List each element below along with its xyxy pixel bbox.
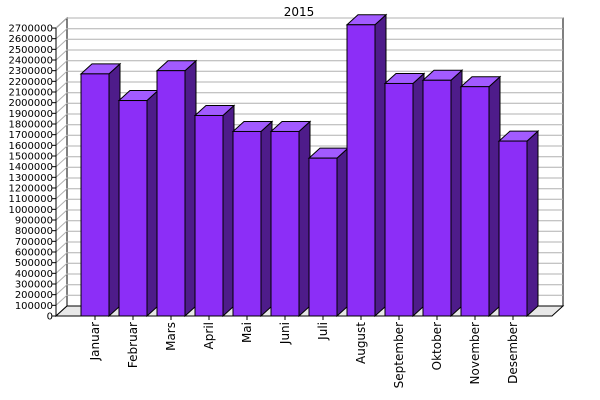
y-tick-label: 2300000	[8, 66, 53, 77]
x-tick-label: Juli	[316, 322, 330, 341]
bar	[421, 69, 464, 318]
bar-side	[488, 75, 501, 318]
bar-front	[308, 157, 338, 317]
y-tick-label: 200000	[15, 290, 53, 301]
x-tick-label: Oktober	[430, 322, 444, 370]
bar-side	[336, 146, 349, 318]
y-tick-label: 900000	[15, 216, 53, 227]
x-tick-label: Desember	[506, 322, 520, 384]
bar-side	[412, 72, 425, 318]
y-tick-label: 800000	[15, 226, 53, 237]
bar	[193, 104, 236, 318]
bar	[307, 146, 350, 318]
y-tick-label: 1600000	[8, 141, 53, 152]
bars	[79, 13, 540, 318]
bar-front	[118, 100, 148, 317]
x-tick-label: Juni	[278, 322, 292, 345]
y-tick-label: 500000	[15, 258, 53, 269]
bar	[231, 120, 274, 318]
bar-front	[498, 140, 528, 317]
x-tick-label: Januar	[88, 322, 102, 361]
bar-side	[146, 89, 159, 318]
bar-side	[184, 59, 197, 318]
gridline	[55, 28, 563, 40]
y-tick-label: 2500000	[8, 45, 53, 56]
y-tick-label: 300000	[15, 280, 53, 291]
bar	[497, 129, 540, 318]
x-axis-tick-labels: Januar Februar Mars April Mai Juni Juli August S…	[88, 316, 520, 388]
bar	[345, 13, 388, 318]
y-tick-label: 1500000	[8, 152, 53, 163]
bar	[459, 75, 502, 318]
bar	[117, 89, 160, 318]
y-tick-label: 2400000	[8, 56, 53, 67]
bar-front	[422, 79, 452, 317]
bar-side	[374, 13, 387, 318]
gridline	[55, 38, 563, 50]
y-tick-label: 1000000	[8, 205, 53, 216]
bar-front	[80, 73, 110, 317]
x-tick-label: Februar	[126, 322, 140, 368]
y-tick-label: 2200000	[8, 77, 53, 88]
gridline	[55, 49, 563, 61]
y-tick-label: 1900000	[8, 109, 53, 120]
bar-side	[526, 129, 539, 318]
bar-front	[194, 114, 224, 317]
gridline	[55, 70, 563, 82]
bar-front	[270, 130, 300, 317]
y-tick-label: 2600000	[8, 34, 53, 45]
bar-side	[222, 104, 235, 318]
bar-front	[346, 24, 376, 317]
x-tick-label: April	[202, 322, 216, 349]
bar-side	[450, 69, 463, 318]
x-tick-label: November	[468, 322, 482, 384]
bar	[79, 62, 122, 318]
bar	[155, 59, 198, 318]
bar-front	[156, 70, 186, 317]
bar-front	[384, 82, 414, 317]
y-tick-label: 2000000	[8, 98, 53, 109]
y-tick-label: 1100000	[8, 194, 53, 205]
gridline	[55, 17, 563, 29]
y-tick-label: 2700000	[8, 24, 53, 35]
bar-side	[108, 62, 121, 318]
gridline	[55, 60, 563, 72]
y-tick-label: 100000	[15, 301, 53, 312]
y-tick-label: 2100000	[8, 88, 53, 99]
y-tick-label: 1300000	[8, 173, 53, 184]
chart-title: 2015	[284, 5, 315, 19]
x-tick-label: Mars	[164, 322, 178, 351]
x-tick-label: September	[392, 322, 406, 388]
bar-side	[260, 120, 273, 318]
y-tick-label: 1800000	[8, 120, 53, 131]
y-tick-label: 600000	[15, 248, 53, 259]
x-tick-label: August	[354, 322, 368, 364]
y-tick-label: 1200000	[8, 184, 53, 195]
y-tick-label: 0	[47, 312, 53, 323]
y-tick-label: 1400000	[8, 162, 53, 173]
bar-front	[232, 130, 262, 317]
y-tick-label: 400000	[15, 269, 53, 280]
x-tick-label: Mai	[240, 322, 254, 343]
y-tick-label: 700000	[15, 237, 53, 248]
bar-front	[460, 86, 490, 317]
bar	[383, 72, 426, 318]
bar	[269, 120, 312, 318]
bar-side	[298, 120, 311, 318]
y-tick-label: 1700000	[8, 130, 53, 141]
y-axis-tick-labels: 0100000200000300000400000500000600000700…	[8, 24, 552, 323]
